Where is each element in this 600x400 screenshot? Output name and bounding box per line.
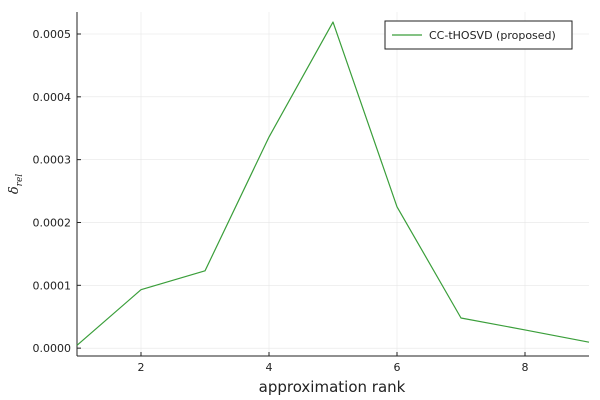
y-tick-label: 0.0004	[33, 91, 72, 104]
tick-labels: 2 4 6 8 0.0000 0.0001 0.0002 0.0003 0.0004 0.0005	[33, 28, 529, 374]
y-tick-label: 0.0005	[33, 28, 72, 41]
x-tick-label: 4	[266, 361, 273, 374]
y-tick-label: 0.0001	[33, 279, 72, 292]
axes	[76, 12, 589, 357]
grid-lines	[77, 12, 589, 356]
x-tick-label: 8	[522, 361, 529, 374]
x-tick-label: 2	[138, 361, 145, 374]
y-tick-label: 0.0003	[33, 154, 72, 167]
legend-label: CC-tHOSVD (proposed)	[429, 29, 556, 42]
y-axis-label-symbol: δ	[7, 186, 22, 194]
y-tick-label: 0.0000	[33, 342, 72, 355]
series-layer	[76, 21, 590, 346]
x-tick-label: 6	[394, 361, 401, 374]
y-tick-label: 0.0002	[33, 216, 72, 229]
y-axis-label-subscript: rel	[15, 174, 25, 187]
legend: CC-tHOSVD (proposed)	[384, 20, 573, 50]
x-axis-label: approximation rank	[259, 378, 406, 396]
series-line	[76, 21, 590, 346]
y-axis-label: δrel	[7, 174, 25, 194]
